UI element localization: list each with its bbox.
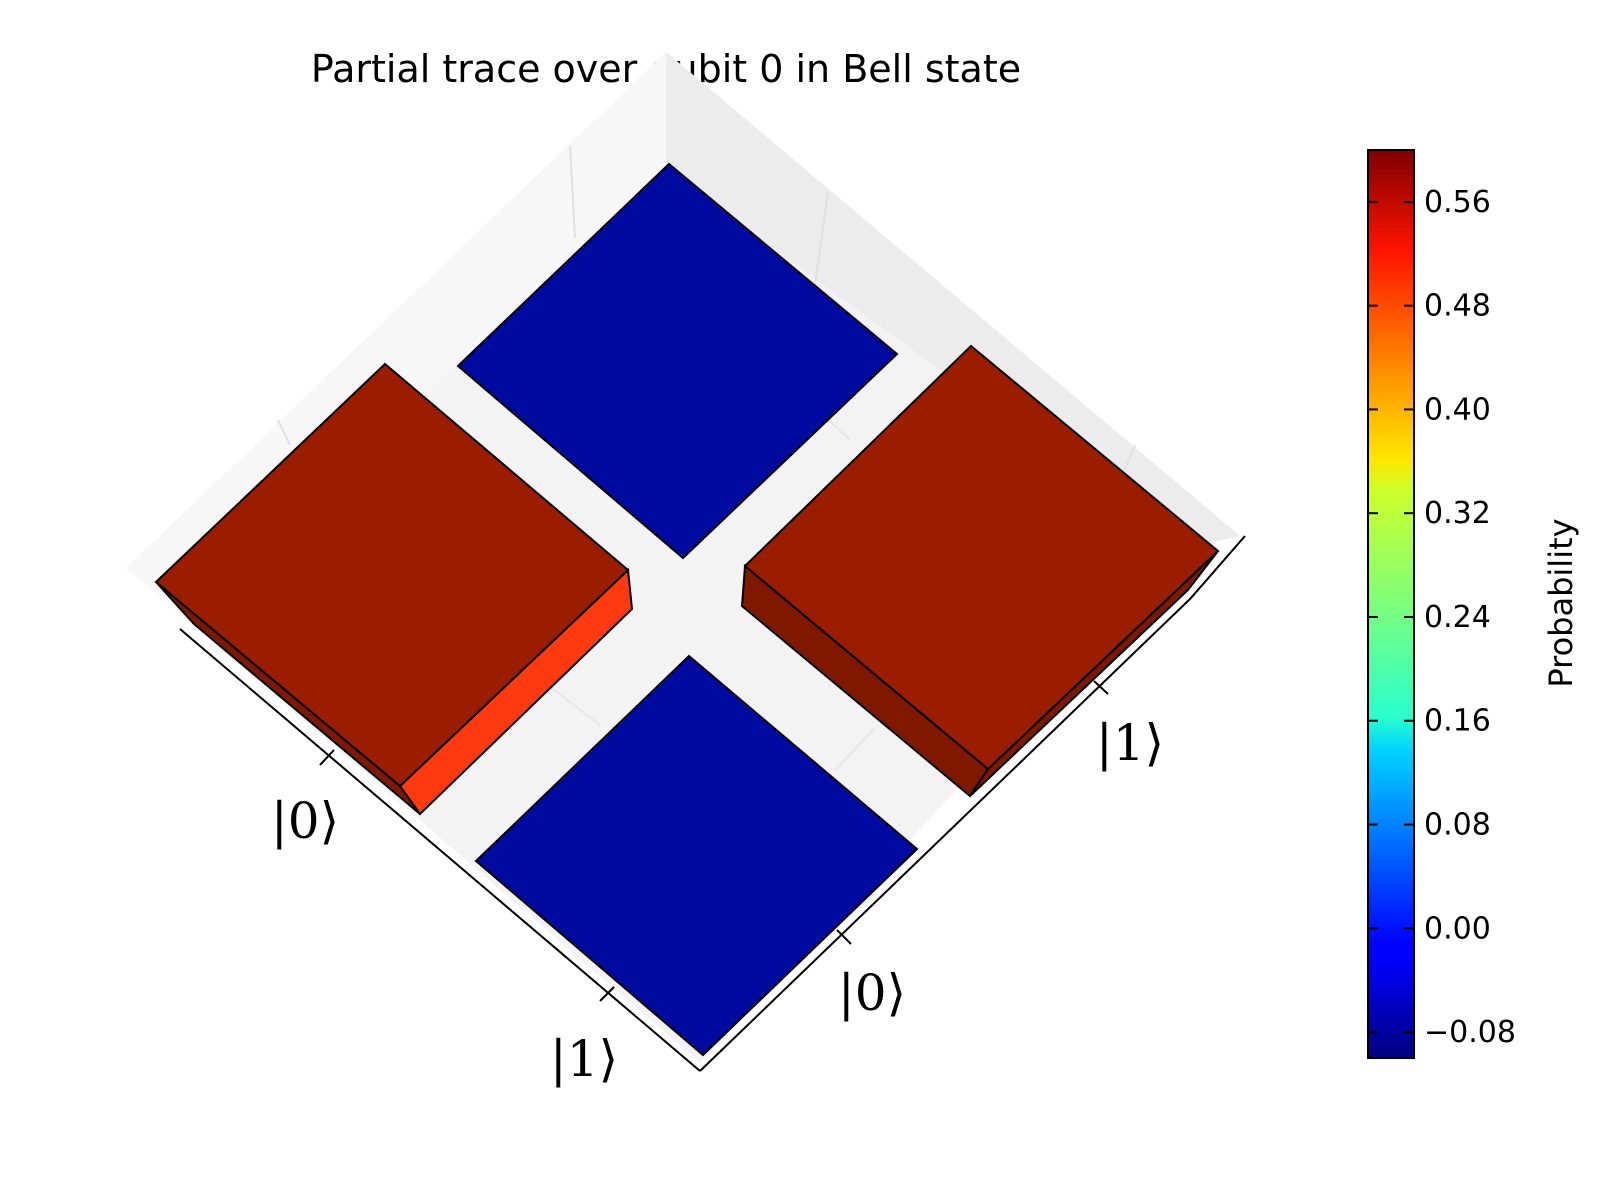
bar-1-0-top <box>474 654 919 1057</box>
axes-lines <box>179 535 1246 1072</box>
colorbar-tick-label: −0.08 <box>1424 1015 1516 1050</box>
colorbar-gradient <box>1367 149 1415 1059</box>
x-tick-label-0: |0⟩ <box>271 792 339 850</box>
colorbar-ticks: 0.56 0.48 0.40 0.32 0.24 0.16 0.08 0.00 −0.08 <box>1368 185 1516 1050</box>
back-left-pane <box>126 52 666 617</box>
y-tick-0 <box>836 929 852 945</box>
x-tick-1 <box>599 986 615 1002</box>
bar-top-zero <box>456 162 899 560</box>
x-tick-0 <box>319 749 335 766</box>
colorbar-tick-label: 0.16 <box>1424 704 1491 739</box>
bar-right-high <box>740 344 1220 798</box>
colorbar-label: Probability <box>1542 518 1580 687</box>
y-tick-1 <box>1093 680 1109 695</box>
bar-bottom-zero <box>474 654 919 1057</box>
y-axis-line <box>699 535 1246 1072</box>
bar-0-0-top <box>154 362 630 788</box>
y-tick-label-0: |0⟩ <box>838 964 906 1022</box>
bar-left-high <box>154 362 634 816</box>
x-tick-label-1: |1⟩ <box>550 1030 618 1088</box>
colorbar: 0.56 0.48 0.40 0.32 0.24 0.16 0.08 0.00 −0.08 Pr… <box>1367 149 1580 1059</box>
colorbar-tick-label: 0.40 <box>1424 392 1491 427</box>
y-tick-label-1: |1⟩ <box>1096 714 1164 772</box>
colorbar-tick-label: 0.00 <box>1424 911 1491 946</box>
colorbar-tick-label: 0.56 <box>1424 185 1491 220</box>
colorbar-tick-label: 0.32 <box>1424 496 1491 531</box>
colorbar-tick-label: 0.08 <box>1424 808 1491 843</box>
x-axis-line <box>179 628 701 1072</box>
colorbar-tick-label: 0.24 <box>1424 600 1491 635</box>
colorbar-tick-label: 0.48 <box>1424 289 1491 324</box>
bar-0-1-top <box>456 162 899 560</box>
bar-1-1-top <box>743 344 1220 771</box>
